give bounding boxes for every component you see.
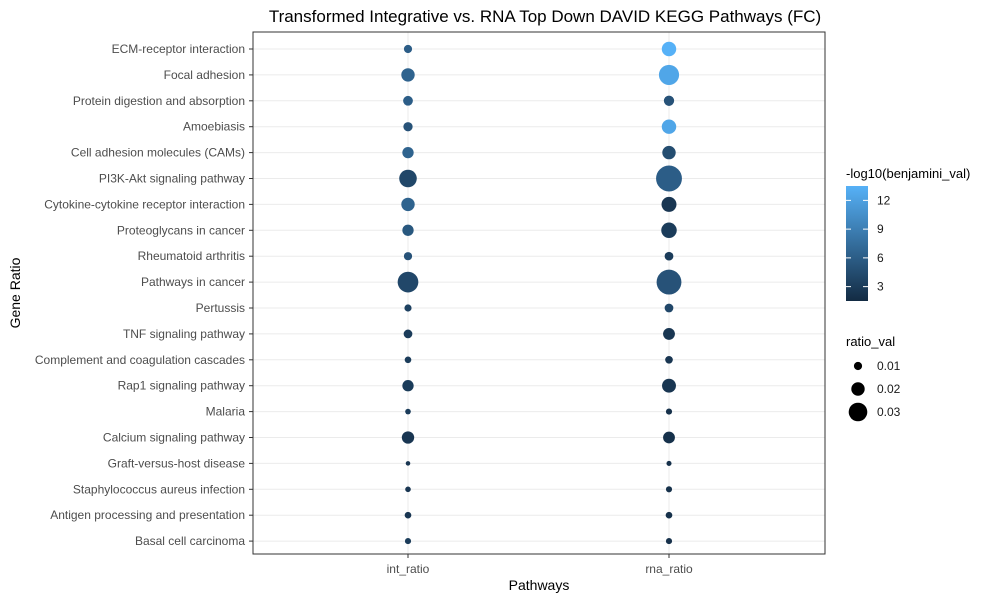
data-point-int-ratio (405, 408, 411, 415)
data-point-int-ratio (404, 356, 412, 364)
x-tick-labels: int_ratio rna_ratio (387, 554, 693, 576)
data-point-rna-ratio (656, 165, 682, 192)
y-tick-label: Malaria (206, 405, 246, 419)
data-point-int-ratio (402, 224, 414, 236)
color-legend-tick-label: 12 (877, 193, 891, 207)
grid-layer (253, 32, 825, 554)
y-tick-label: PI3K-Akt signaling pathway (99, 172, 245, 186)
data-point-rna-ratio (664, 303, 674, 313)
color-legend: -log10(benjamini_val) 12 9 6 3 (846, 166, 970, 301)
y-tick-label: Calcium signaling pathway (103, 431, 245, 445)
data-point-int-ratio (403, 252, 413, 261)
data-point-int-ratio (405, 461, 411, 466)
data-point-rna-ratio (658, 64, 680, 85)
data-point-rna-ratio (662, 145, 676, 160)
y-tick-label: Focal adhesion (164, 68, 245, 82)
data-point-rna-ratio (664, 251, 674, 261)
chart-title: Transformed Integrative vs. RNA Top Down… (269, 7, 821, 26)
y-tick-label: Basal cell carcinoma (135, 534, 245, 548)
y-tick-label: Graft-versus-host disease (108, 456, 246, 470)
x-tick-label: int_ratio (387, 562, 430, 576)
y-tick-label: Proteoglycans in cancer (117, 223, 245, 237)
y-tick-label: TNF signaling pathway (123, 327, 245, 341)
y-tick-label: Staphylococcus aureus infection (73, 482, 245, 496)
x-axis-title: Pathways (509, 577, 570, 593)
data-point-int-ratio (403, 44, 413, 54)
data-point-int-ratio (399, 169, 417, 188)
size-legend-label: 0.02 (877, 382, 901, 396)
size-legend-key (848, 402, 868, 422)
data-point-int-ratio (404, 511, 412, 519)
data-point-int-ratio (401, 431, 415, 444)
color-legend-bar (846, 186, 868, 301)
y-tick-label: Antigen processing and presentation (50, 508, 245, 522)
y-tick-label: Rap1 signaling pathway (118, 379, 245, 393)
color-legend-tick-label: 3 (877, 280, 884, 294)
color-legend-tick-label: 6 (877, 251, 884, 265)
data-point-int-ratio (403, 122, 413, 132)
point-layer (397, 41, 682, 545)
data-point-rna-ratio (666, 460, 672, 466)
plot-panel-border (252, 31, 826, 555)
data-point-rna-ratio (656, 269, 682, 295)
data-point-rna-ratio (661, 196, 677, 212)
data-point-rna-ratio (661, 119, 677, 134)
data-point-int-ratio (397, 271, 419, 293)
data-point-rna-ratio (662, 378, 676, 393)
data-point-int-ratio (402, 146, 414, 159)
size-legend-label: 0.03 (877, 405, 901, 419)
data-point-int-ratio (404, 304, 412, 312)
data-point-rna-ratio (663, 95, 675, 106)
data-point-int-ratio (405, 486, 411, 493)
y-tick-label: Amoebiasis (183, 120, 245, 134)
data-point-rna-ratio (665, 486, 673, 493)
y-tick-label: Rheumatoid arthritis (138, 249, 245, 263)
size-legend-key (853, 361, 863, 371)
data-point-int-ratio (403, 329, 413, 339)
y-tick-label: Pertussis (196, 301, 245, 315)
y-axis-title: Gene Ratio (7, 257, 23, 328)
data-point-rna-ratio (665, 511, 673, 519)
x-tick-label: rna_ratio (645, 562, 693, 576)
y-tick-label: ECM-receptor interaction (112, 42, 245, 56)
y-tick-label: Complement and coagulation cascades (35, 353, 245, 367)
data-point-rna-ratio (661, 41, 677, 57)
size-legend-key (851, 382, 865, 396)
color-legend-title: -log10(benjamini_val) (846, 166, 970, 181)
plot-panel-background (253, 32, 825, 554)
data-point-rna-ratio (665, 538, 673, 545)
data-point-int-ratio (403, 95, 413, 106)
y-tick-label: Protein digestion and absorption (73, 94, 245, 108)
y-tick-label: Pathways in cancer (141, 275, 245, 289)
size-legend-label: 0.01 (877, 359, 901, 373)
y-tick-label: Cell adhesion molecules (CAMs) (71, 146, 245, 160)
data-point-int-ratio (401, 197, 415, 212)
y-tick-labels: ECM-receptor interaction Focal adhesion Pr… (35, 42, 253, 548)
size-legend: ratio_val 0.01 0.02 0.03 (846, 334, 901, 422)
data-point-rna-ratio (663, 431, 675, 444)
data-point-rna-ratio (661, 222, 677, 239)
size-legend-title: ratio_val (846, 334, 895, 349)
data-point-rna-ratio (665, 408, 673, 415)
data-point-int-ratio (402, 380, 414, 392)
data-point-int-ratio (404, 538, 412, 545)
data-point-int-ratio (401, 68, 415, 82)
y-tick-label: Cytokine-cytokine receptor interaction (44, 197, 245, 211)
data-point-rna-ratio (663, 327, 675, 340)
color-legend-tick-label: 9 (877, 222, 884, 236)
data-point-rna-ratio (665, 355, 673, 364)
